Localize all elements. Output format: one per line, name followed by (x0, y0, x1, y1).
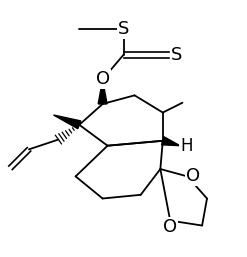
Text: O: O (163, 218, 177, 236)
Polygon shape (162, 137, 180, 146)
Text: S: S (171, 46, 182, 64)
Text: H: H (180, 137, 192, 155)
Text: O: O (186, 167, 201, 185)
Polygon shape (98, 79, 107, 104)
Text: O: O (96, 70, 110, 88)
Polygon shape (54, 115, 81, 129)
Text: S: S (118, 20, 129, 38)
